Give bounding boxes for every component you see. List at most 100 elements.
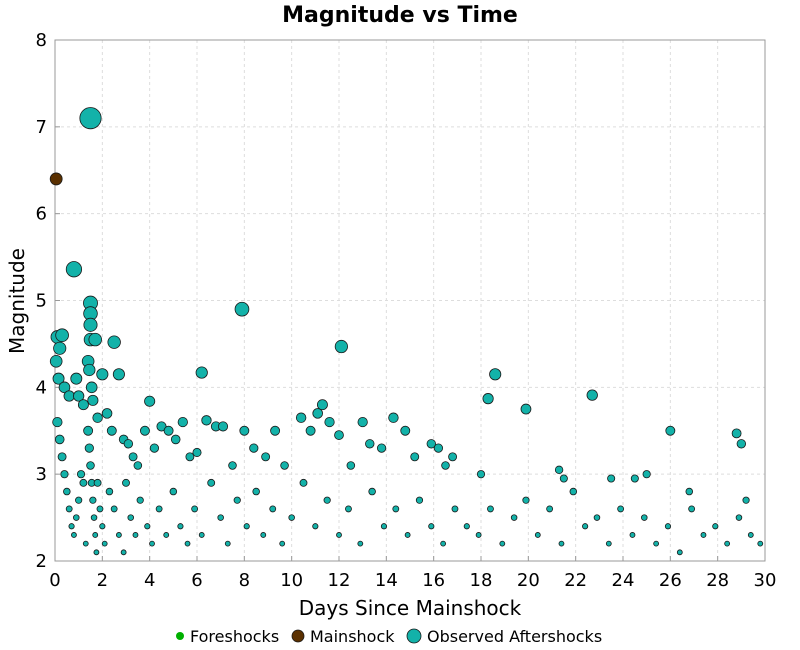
x-tick-label: 0 bbox=[49, 570, 60, 591]
aftershock-point bbox=[558, 540, 565, 547]
aftershock-point bbox=[86, 461, 95, 470]
x-tick-label: 22 bbox=[564, 570, 587, 591]
aftershock-point bbox=[747, 532, 754, 538]
aftershock-point bbox=[93, 478, 102, 487]
aftershock-point bbox=[510, 514, 518, 521]
aftershock-point bbox=[520, 403, 532, 415]
aftershock-point bbox=[676, 549, 683, 556]
aftershock-point bbox=[463, 523, 470, 530]
legend-label: Foreshocks bbox=[190, 627, 279, 646]
aftershock-point bbox=[700, 532, 707, 538]
aftershock-point bbox=[475, 532, 482, 538]
mainshock-point bbox=[49, 172, 63, 186]
aftershock-point bbox=[724, 540, 731, 547]
aftershock-point bbox=[451, 505, 459, 513]
aftershock-point bbox=[582, 523, 589, 530]
aftershock-point bbox=[177, 416, 188, 428]
aftershock-point bbox=[642, 470, 651, 479]
aftershock-point bbox=[546, 505, 554, 513]
aftershock-point bbox=[630, 474, 639, 483]
aftershock-point bbox=[70, 372, 83, 385]
aftershock-point bbox=[534, 532, 541, 538]
aftershock-point bbox=[127, 514, 134, 521]
aftershock-point bbox=[288, 514, 295, 521]
aftershock-point bbox=[163, 532, 170, 538]
aftershock-point bbox=[279, 540, 286, 547]
aftershock-point bbox=[156, 421, 167, 432]
aftershock-point bbox=[96, 368, 109, 381]
legend-label: Mainshock bbox=[310, 627, 395, 646]
aftershock-point bbox=[107, 335, 121, 349]
aftershock-point bbox=[83, 363, 96, 377]
aftershock-point bbox=[260, 532, 267, 538]
aftershock-point bbox=[89, 496, 97, 504]
aftershock-point bbox=[448, 452, 458, 462]
aftershock-point bbox=[73, 390, 85, 402]
aftershock-point bbox=[73, 514, 80, 521]
aftershock-point bbox=[736, 439, 747, 449]
aftershock-point bbox=[569, 487, 578, 496]
aftershock-point bbox=[93, 549, 100, 556]
aftershock-point bbox=[87, 394, 99, 406]
aftershock-point bbox=[233, 496, 241, 504]
aftershock-point bbox=[79, 107, 102, 130]
aftershock-point bbox=[593, 514, 601, 521]
aftershock-point bbox=[664, 523, 672, 530]
aftershock-point bbox=[489, 368, 502, 381]
aftershock-point bbox=[84, 443, 94, 453]
x-tick-label: 4 bbox=[144, 570, 155, 591]
x-tick-label: 16 bbox=[422, 570, 445, 591]
aftershock-point bbox=[85, 381, 98, 394]
aftershock-point bbox=[144, 395, 156, 407]
aftershock-point bbox=[499, 540, 506, 547]
aftershock-point bbox=[195, 366, 208, 379]
aftershock-point bbox=[177, 523, 184, 530]
x-tick-label: 24 bbox=[612, 570, 635, 591]
aftershock-point bbox=[71, 532, 77, 538]
aftershock-point bbox=[191, 505, 199, 513]
aftershock-point bbox=[110, 505, 118, 513]
aftershock-point bbox=[163, 425, 174, 436]
chart-title: Magnitude vs Time bbox=[282, 3, 518, 28]
aftershock-point bbox=[404, 532, 411, 538]
aftershock-point bbox=[115, 532, 122, 538]
aftershock-point bbox=[224, 540, 231, 547]
y-tick-label: 4 bbox=[36, 377, 47, 398]
aftershock-point bbox=[365, 439, 375, 449]
aftershock-point bbox=[280, 461, 289, 470]
aftershock-point bbox=[217, 421, 229, 432]
aftershock-point bbox=[428, 523, 435, 530]
aftershock-point bbox=[88, 332, 102, 347]
y-tick-label: 2 bbox=[36, 551, 47, 572]
aftershock-point bbox=[305, 425, 316, 436]
aftershock-point bbox=[132, 532, 139, 538]
aftershock-point bbox=[629, 532, 636, 538]
aftershock-point bbox=[605, 540, 612, 547]
legend: Foreshocks Mainshock Observed Aftershocks bbox=[176, 627, 602, 646]
y-tick-label: 7 bbox=[36, 117, 47, 138]
y-tick-label: 8 bbox=[36, 30, 47, 51]
aftershock-point bbox=[83, 317, 98, 332]
aftershock-point bbox=[75, 496, 83, 504]
aftershock-point bbox=[49, 354, 63, 368]
aftershock-point bbox=[184, 540, 191, 547]
aftershock-point bbox=[731, 428, 742, 439]
aftershock-point bbox=[217, 514, 224, 521]
aftershock-point bbox=[101, 540, 108, 547]
aftershock-point bbox=[487, 505, 494, 513]
aftershock-point bbox=[252, 487, 260, 496]
legend-marker bbox=[291, 629, 305, 643]
y-tick-label: 3 bbox=[36, 464, 47, 485]
aftershock-point bbox=[101, 408, 113, 419]
x-tick-label: 28 bbox=[706, 570, 729, 591]
aftershock-point bbox=[112, 368, 125, 381]
aftershock-point bbox=[323, 496, 331, 504]
aftershock-point bbox=[228, 461, 237, 470]
aftershock-point bbox=[712, 523, 719, 530]
x-tick-label: 12 bbox=[328, 570, 351, 591]
aftershock-point bbox=[83, 425, 94, 436]
aftershock-point bbox=[243, 523, 250, 530]
aftershock-point bbox=[334, 339, 348, 354]
aftershock-point bbox=[207, 478, 216, 487]
